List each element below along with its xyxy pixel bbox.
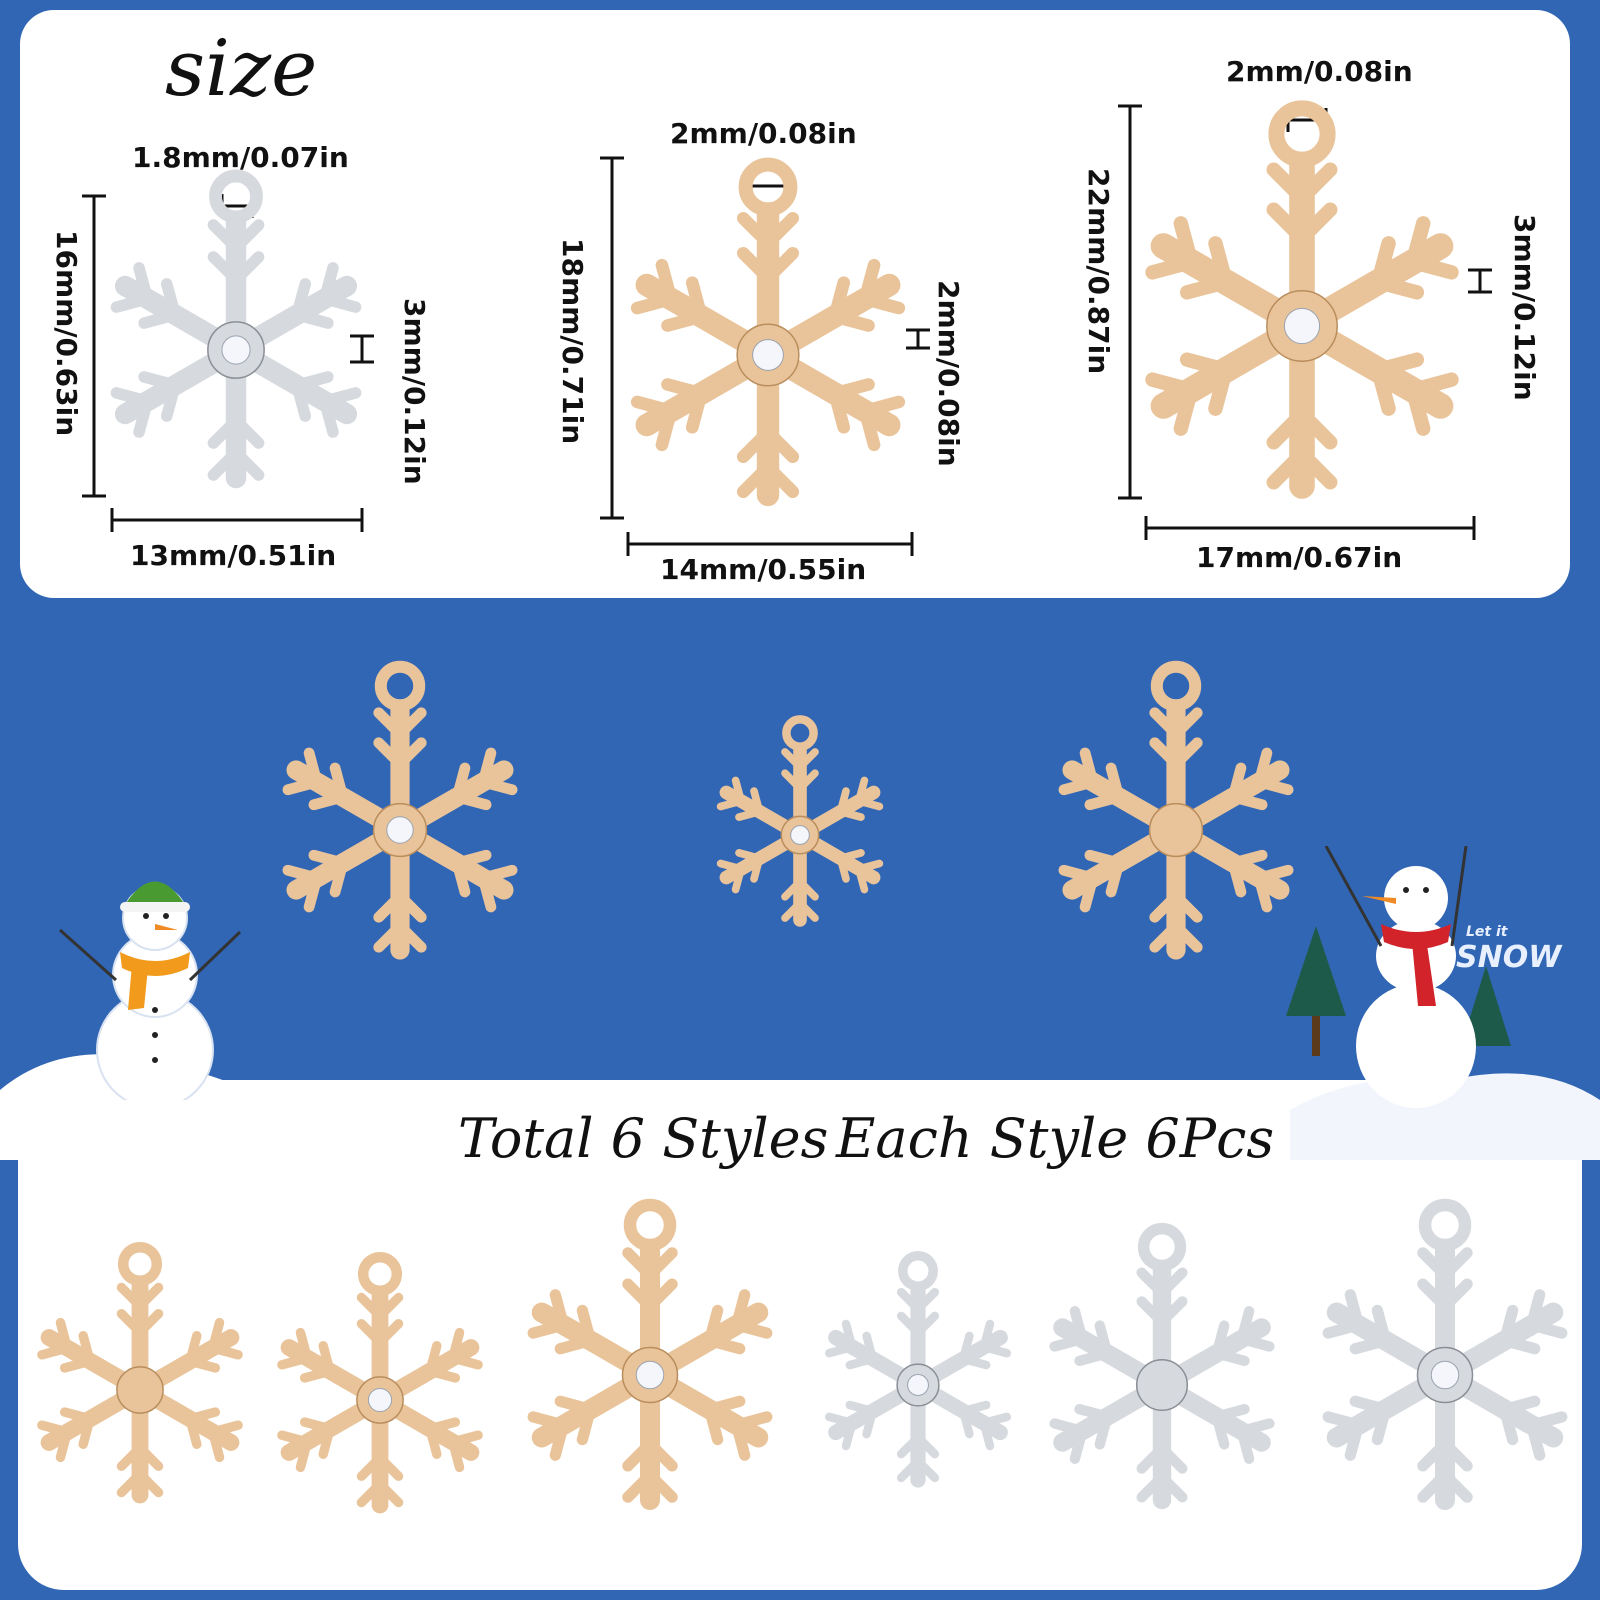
sign-text-bottom: SNOW bbox=[1456, 940, 1562, 975]
bottom-style-3-snowflake bbox=[527, 1198, 773, 1510]
charm3-loop-width: 2mm/0.08in bbox=[1226, 55, 1413, 88]
sign-text-top: Let it bbox=[1466, 924, 1508, 940]
headline-each-style: Each Style 6Pcs bbox=[836, 1107, 1275, 1170]
size-title: size bbox=[165, 24, 318, 114]
bottom-style-4-snowflake bbox=[824, 1251, 1012, 1488]
style-a-snowflake bbox=[282, 660, 518, 960]
bottom-style-5-snowflake bbox=[1049, 1222, 1275, 1510]
charm2-loop-width: 2mm/0.08in bbox=[670, 117, 857, 150]
charm1-snowflake bbox=[110, 169, 362, 489]
charm2-width: 14mm/0.55in bbox=[660, 553, 867, 586]
bottom-style-2-snowflake bbox=[277, 1251, 483, 1514]
bottom-style-1-snowflake bbox=[37, 1241, 243, 1504]
charm3-width: 17mm/0.67in bbox=[1196, 541, 1403, 574]
headline-total-styles: Total 6 Styles bbox=[458, 1107, 829, 1170]
styles-panel bbox=[18, 1080, 1582, 1590]
charm2-snowflake bbox=[630, 157, 906, 507]
snowman-icon bbox=[59, 881, 242, 1100]
style-c-snowflake bbox=[1058, 660, 1294, 960]
snowman-with-sign-icon bbox=[1286, 846, 1511, 1108]
charm1-loop-width: 1.8mm/0.07in bbox=[132, 141, 349, 174]
charm3-snowflake bbox=[1145, 100, 1459, 499]
style-b-snowflake bbox=[716, 715, 884, 927]
charm1-width: 13mm/0.51in bbox=[130, 539, 337, 572]
bottom-style-6-snowflake bbox=[1322, 1198, 1568, 1510]
